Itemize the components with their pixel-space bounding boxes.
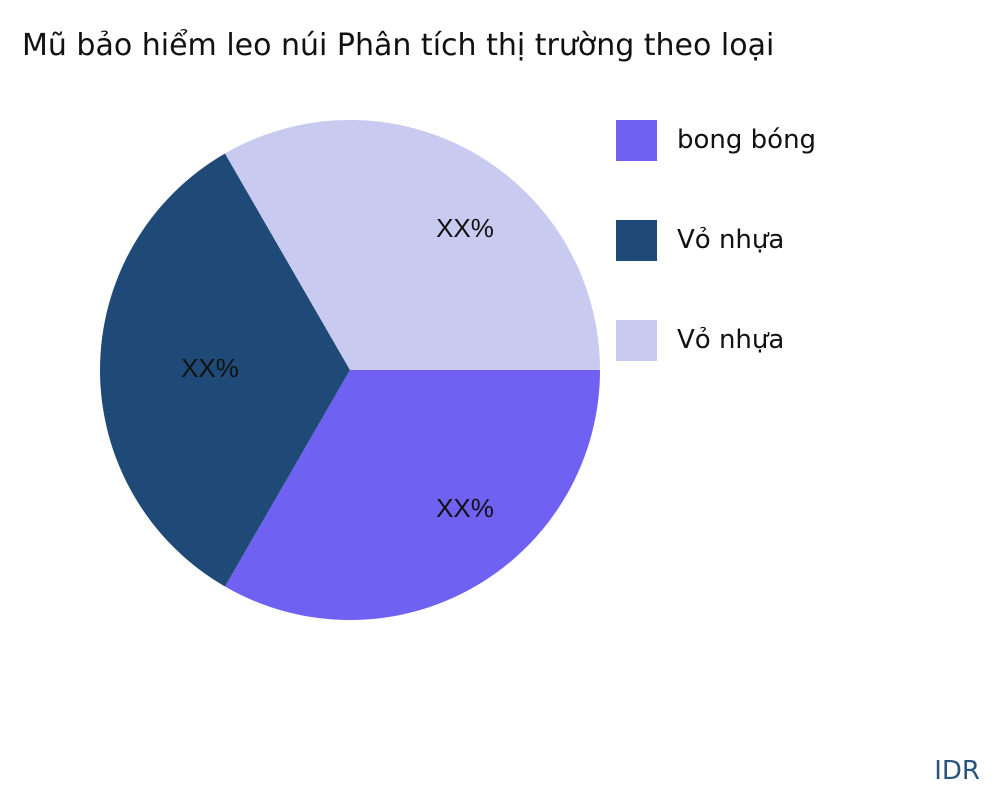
pie-slice bbox=[225, 370, 600, 620]
pie-slice bbox=[225, 119, 600, 370]
legend-item: bong bóng bbox=[616, 119, 817, 161]
legend-label: Vỏ nhựa bbox=[677, 225, 785, 255]
legend-label: Vỏ nhựa bbox=[677, 325, 785, 355]
legend-swatch bbox=[616, 319, 657, 361]
brand-logo-text: IDR bbox=[934, 756, 980, 786]
slice-data-label: XX% bbox=[181, 353, 239, 383]
legend-swatch bbox=[616, 119, 657, 161]
chart-title: Mũ bảo hiểm leo núi Phân tích thị trường… bbox=[22, 28, 775, 63]
legend-label: bong bóng bbox=[677, 125, 817, 155]
legend-swatch bbox=[616, 219, 657, 261]
slice-data-label: XX% bbox=[436, 493, 494, 523]
legend-item: Vỏ nhựa bbox=[616, 219, 785, 261]
slice-data-label: XX% bbox=[436, 213, 494, 243]
legend-item: Vỏ nhựa bbox=[616, 319, 785, 361]
